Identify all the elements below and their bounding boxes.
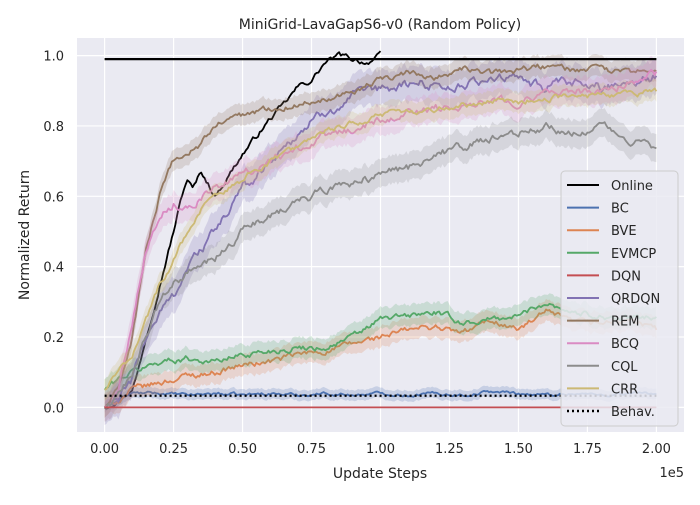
legend: Online BC BVE EVMCP DQN QRDQN REM BCQ CQL CRR Beha…: [560, 170, 679, 427]
x-tick-label: 2.00: [642, 442, 671, 457]
series-layer: [103, 50, 658, 425]
y-tick-labels: 0.0 0.2 0.4 0.6 0.8 1.0: [43, 50, 64, 417]
y-tick-label: 0.2: [43, 331, 64, 346]
y-axis-label: Normalized Return: [17, 170, 33, 300]
series-band-evmcp: [104, 293, 657, 401]
x-axis-label: Update Steps: [333, 466, 427, 482]
y-tick-label: 0.0: [43, 401, 64, 416]
x-tick-label: 0.50: [228, 442, 257, 457]
x-offset-text: 1e5: [659, 466, 684, 481]
y-tick-label: 1.0: [43, 50, 64, 65]
legend-label-crr: CRR: [611, 382, 638, 397]
x-tick-label: 0.25: [159, 442, 188, 457]
series-line-bcq: [104, 68, 658, 409]
series-line-qrdqn: [104, 72, 658, 409]
x-tick-labels: 0.00 0.25 0.50 0.75 1.00 1.25 1.50 1.75 2.00: [90, 442, 671, 457]
x-tick-label: 1.25: [435, 442, 464, 457]
legend-label-bve: BVE: [611, 224, 637, 239]
y-tick-label: 0.8: [43, 120, 64, 135]
series-band-bc: [104, 385, 657, 413]
y-tick-label: 0.4: [43, 261, 64, 276]
legend-label-cql: CQL: [611, 360, 638, 375]
chart-title: MiniGrid-LavaGapS6-v0 (Random Policy): [239, 17, 521, 33]
x-tick-label: 0.75: [297, 442, 326, 457]
legend-label-bc: BC: [611, 202, 629, 217]
legend-label-rem: REM: [611, 315, 639, 330]
legend-label-behav: Behav.: [611, 405, 655, 420]
x-tick-label: 1.50: [504, 442, 533, 457]
legend-label-dqn: DQN: [611, 269, 641, 284]
legend-label-online: Online: [611, 179, 653, 194]
legend-label-evmcp: EVMCP: [611, 247, 656, 262]
series-line-rem: [103, 63, 657, 408]
series-line-crr: [104, 87, 658, 391]
series-band-cql: [104, 108, 657, 422]
y-tick-label: 0.6: [43, 190, 64, 205]
series-line-cql: [104, 121, 657, 409]
x-tick-label: 1.00: [366, 442, 395, 457]
x-tick-label: 0.00: [90, 442, 119, 457]
x-tick-label: 1.75: [573, 442, 602, 457]
legend-label-qrdqn: QRDQN: [611, 292, 660, 307]
series-band-bcq: [104, 55, 657, 422]
legend-items: Online BC BVE EVMCP DQN QRDQN REM BCQ CQL CRR Beha…: [567, 179, 660, 420]
legend-label-bcq: BCQ: [611, 337, 639, 352]
legend-box: [560, 170, 679, 427]
